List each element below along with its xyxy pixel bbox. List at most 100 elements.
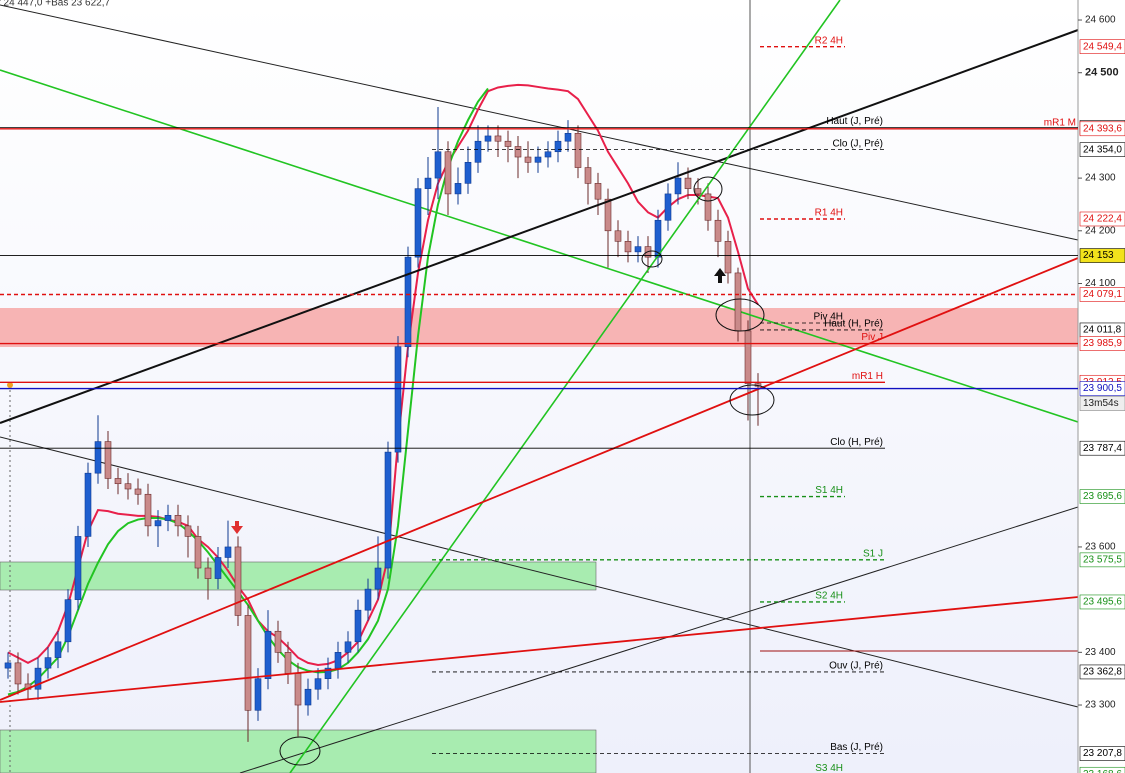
candle-body [194, 536, 202, 569]
trend-line [239, 506, 1079, 773]
trend-line [0, 257, 1079, 701]
price-label: 23 787,4 [1083, 443, 1122, 454]
y-tick-label: 24 500 [1085, 67, 1119, 79]
candle-body [444, 151, 452, 195]
price-box [1079, 594, 1125, 610]
level-name: Piv J [861, 332, 883, 343]
candle-body [14, 662, 22, 685]
price-label: 24 393,6 [1083, 123, 1122, 134]
candle-body [604, 198, 612, 232]
candle-body [94, 441, 102, 474]
candle-body [124, 483, 132, 490]
candle-body [714, 219, 722, 242]
arrow-up [714, 268, 726, 283]
level-name: R2 4H [815, 35, 843, 46]
annotation-circle [715, 298, 765, 332]
candle-body [514, 146, 522, 158]
candle-body [504, 140, 512, 147]
timer-box [1079, 396, 1125, 411]
y-tick-label: 23 300 [1085, 700, 1116, 711]
candle-body [154, 520, 162, 527]
candle-body [484, 135, 492, 142]
candle-body [104, 441, 112, 479]
candle-body [134, 488, 142, 495]
candle-body [324, 667, 332, 679]
candle-body [364, 588, 372, 611]
zone-green [0, 561, 597, 591]
candle-body [204, 567, 212, 579]
candle-body [244, 615, 252, 711]
level-name: Ouv (J, Pré) [829, 661, 883, 672]
level-name: Haut (J, Pré) [826, 116, 883, 127]
candle-body [334, 652, 342, 669]
price-label: 24 011,8 [1083, 325, 1122, 336]
candle-body [64, 599, 72, 643]
price-label: 23 168,6 [1083, 769, 1122, 773]
price-box [1079, 211, 1125, 227]
candle-body [274, 630, 282, 653]
candle-body [384, 451, 392, 569]
price-box [1079, 39, 1125, 54]
candle-body [164, 515, 172, 521]
level-name: Clo (H, Pré) [830, 437, 883, 448]
price-box [1079, 121, 1125, 137]
annotation-circle [693, 176, 723, 202]
price-box [1079, 381, 1125, 396]
price-label: 23 900,5 [1083, 383, 1122, 394]
level-name: mR1 M [1044, 117, 1076, 128]
candle-body [564, 133, 572, 142]
candle-body [234, 546, 242, 616]
level-name: mR1 H [852, 371, 883, 382]
level-name: R1 4H [815, 208, 843, 219]
candle-body [174, 515, 182, 527]
trend-line [0, 4, 1079, 241]
candle-body [674, 177, 682, 195]
price-box [1079, 142, 1125, 157]
candle-body [744, 330, 752, 384]
price-box [1079, 489, 1125, 504]
price-box [1079, 248, 1125, 263]
level-name: S2 4H [815, 591, 843, 602]
plot-background [0, 0, 1078, 773]
price-box [1079, 287, 1125, 302]
price-label: 24 354,0 [1083, 144, 1122, 155]
price-box [1079, 746, 1125, 761]
price-box [1079, 440, 1125, 456]
candle-body [314, 678, 322, 690]
y-tick-label: 24 600 [1085, 15, 1116, 26]
candle-body [394, 346, 402, 453]
candle-body [4, 662, 12, 669]
candle-body [454, 183, 462, 195]
price-label: 23 575,5 [1083, 554, 1122, 565]
candle-body [44, 657, 52, 669]
price-label: 23 985,9 [1083, 338, 1122, 349]
candle-body [474, 140, 482, 163]
price-box [1079, 664, 1125, 680]
candle-body [624, 241, 632, 253]
price-label: 23 362,8 [1083, 667, 1122, 678]
price-box [1079, 766, 1125, 773]
candle-body [534, 156, 542, 163]
candle-body [734, 272, 742, 332]
annotation-circle [641, 250, 663, 268]
price-box [1079, 336, 1125, 351]
level-name: Bas (J, Pré) [830, 742, 883, 753]
candle-body [294, 673, 302, 706]
header-text: t 24 447,0 +Bas 23 622,7 [0, 0, 110, 9]
candle-body [304, 688, 312, 706]
trend-line [0, 436, 1079, 708]
candle-body [54, 641, 62, 658]
candle-body [284, 652, 292, 674]
price-label: 24 222,4 [1083, 214, 1122, 225]
y-tick-label: 23 600 [1085, 542, 1116, 553]
candle-body [414, 188, 422, 258]
candle-body [84, 472, 92, 537]
candle-body [704, 193, 712, 221]
candle-body [74, 536, 82, 600]
candle-body [114, 478, 122, 485]
candle-body [544, 151, 552, 158]
candle-body [144, 493, 152, 527]
annotation-circle [729, 384, 775, 416]
price-box [1079, 552, 1125, 568]
candle-body [214, 557, 222, 579]
